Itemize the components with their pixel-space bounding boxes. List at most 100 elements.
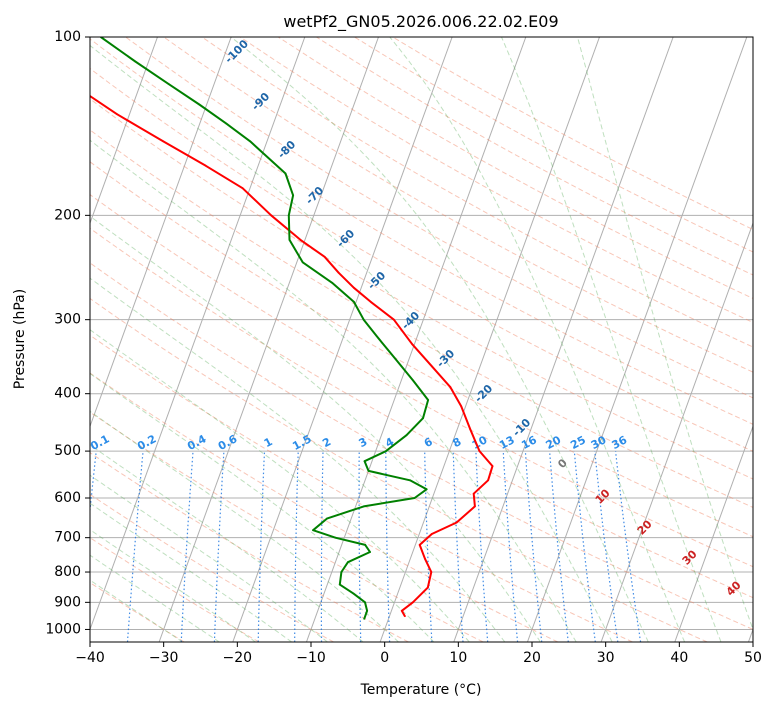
dry-adiabat bbox=[90, 161, 753, 538]
isotherm-line bbox=[453, 37, 674, 642]
temperature-point bbox=[162, 140, 165, 143]
dry-adiabat bbox=[90, 67, 753, 452]
temperature-point bbox=[299, 239, 302, 241]
temperature-point bbox=[411, 343, 414, 346]
dewpoint-point bbox=[367, 470, 370, 472]
isotherm-line bbox=[600, 221, 753, 642]
moist-adiabat bbox=[501, 37, 722, 642]
temperature-point bbox=[474, 505, 476, 508]
temperature-point bbox=[241, 187, 244, 190]
dewpoint-point bbox=[134, 60, 137, 63]
temperature-point bbox=[424, 557, 426, 560]
mixing-ratio-label: 20 bbox=[544, 433, 564, 452]
dry-adiabat bbox=[90, 38, 753, 425]
temperature-point bbox=[469, 428, 472, 431]
temperature-point bbox=[472, 492, 475, 495]
y-tick-label: 800 bbox=[54, 564, 81, 580]
dry-adiabat bbox=[90, 334, 633, 642]
dewpoint-point bbox=[394, 358, 397, 361]
temperature-point bbox=[270, 214, 272, 217]
dewpoint-point bbox=[331, 281, 333, 284]
dry-adiabat bbox=[277, 37, 753, 300]
temperature-point bbox=[430, 533, 433, 535]
dry-adiabat bbox=[90, 372, 559, 642]
x-axis-label: Temperature (°C) bbox=[360, 682, 482, 698]
y-tick-label: 1000 bbox=[45, 621, 81, 637]
temperature-series bbox=[40, 61, 494, 618]
moist-adiabat bbox=[577, 37, 753, 631]
x-tick-label: −10 bbox=[296, 650, 326, 666]
y-tick-label: 100 bbox=[54, 29, 81, 45]
temperature-point bbox=[204, 164, 207, 167]
dewpoint-point bbox=[301, 261, 304, 264]
dry-adiabat bbox=[90, 297, 708, 642]
dewpoint-point bbox=[340, 571, 343, 573]
y-tick-label: 900 bbox=[54, 594, 81, 610]
moist-adiabats bbox=[90, 37, 753, 642]
dewpoint-point bbox=[338, 583, 341, 586]
dewpoint-point bbox=[363, 460, 366, 463]
isotherm-line bbox=[158, 37, 379, 642]
temperature-point bbox=[426, 586, 429, 589]
mixing-ratio-line bbox=[524, 451, 543, 642]
mixing-ratio-label: 16 bbox=[519, 433, 539, 452]
moist-adiabat bbox=[90, 502, 292, 642]
temperature-point bbox=[491, 465, 494, 467]
mixing-ratio-label: 25 bbox=[568, 433, 588, 452]
isotherm-line bbox=[526, 37, 748, 642]
temperature-point bbox=[455, 521, 458, 524]
dewpoint-point bbox=[422, 417, 424, 420]
moist-adiabat bbox=[90, 444, 364, 642]
dewpoint-point bbox=[409, 479, 411, 482]
dewpoint-point bbox=[427, 399, 429, 401]
dewpoint-series bbox=[99, 37, 430, 620]
dewpoint-point bbox=[292, 194, 294, 197]
y-tick-label: 400 bbox=[54, 386, 81, 402]
temperature-point bbox=[487, 479, 489, 482]
y-tick-label: 500 bbox=[54, 443, 81, 459]
dewpoint-point bbox=[352, 592, 355, 595]
y-tick-label: 200 bbox=[54, 207, 81, 223]
temperature-point bbox=[478, 450, 481, 452]
dewpoint-point bbox=[363, 618, 366, 620]
mixing-ratio-line bbox=[90, 451, 97, 516]
dewpoint-point bbox=[288, 239, 291, 241]
mixing-ratio-line bbox=[502, 451, 519, 642]
dewpoint-point bbox=[225, 122, 228, 125]
dewpoint-point bbox=[267, 157, 270, 159]
mixing-ratio-line bbox=[594, 451, 619, 642]
temperature-point bbox=[412, 601, 414, 604]
dewpoint-point bbox=[334, 536, 337, 539]
sounding-profiles bbox=[40, 37, 494, 620]
dewpoint-point bbox=[375, 335, 378, 338]
y-tick-label: 600 bbox=[54, 490, 81, 506]
dry-adiabat bbox=[90, 451, 409, 642]
isotherm-line bbox=[305, 37, 527, 642]
temperature-point bbox=[460, 405, 463, 408]
dewpoint-point bbox=[347, 561, 349, 564]
dewpoint-point bbox=[369, 551, 371, 553]
temperature-point bbox=[404, 615, 406, 618]
chart-title: wetPf2_GN05.2026.006.22.02.E09 bbox=[283, 12, 558, 32]
temperature-point bbox=[353, 286, 355, 289]
isotherm-line bbox=[90, 37, 232, 428]
moist-adiabat bbox=[230, 37, 649, 642]
dewpoint-point bbox=[326, 517, 328, 520]
x-tick-label: −30 bbox=[149, 650, 179, 666]
gridlines bbox=[0, 37, 753, 642]
dry-adiabat bbox=[90, 193, 753, 568]
isotherm-line bbox=[90, 37, 306, 631]
temperature-point bbox=[431, 365, 433, 368]
isotherm-line bbox=[379, 37, 600, 642]
x-tick-label: 40 bbox=[670, 650, 688, 666]
isotherm-line bbox=[0, 37, 10, 642]
y-axis-label: Pressure (hPa) bbox=[12, 289, 28, 389]
dewpoint-point bbox=[405, 434, 408, 437]
dewpoint-point bbox=[366, 609, 368, 612]
y-tick-label: 700 bbox=[54, 530, 81, 546]
temperature-point bbox=[40, 61, 42, 63]
mixing-ratio-line bbox=[615, 451, 642, 642]
mixing-ratio-line bbox=[549, 451, 569, 642]
dry-adiabats bbox=[90, 37, 753, 642]
dewpoint-point bbox=[412, 379, 414, 382]
